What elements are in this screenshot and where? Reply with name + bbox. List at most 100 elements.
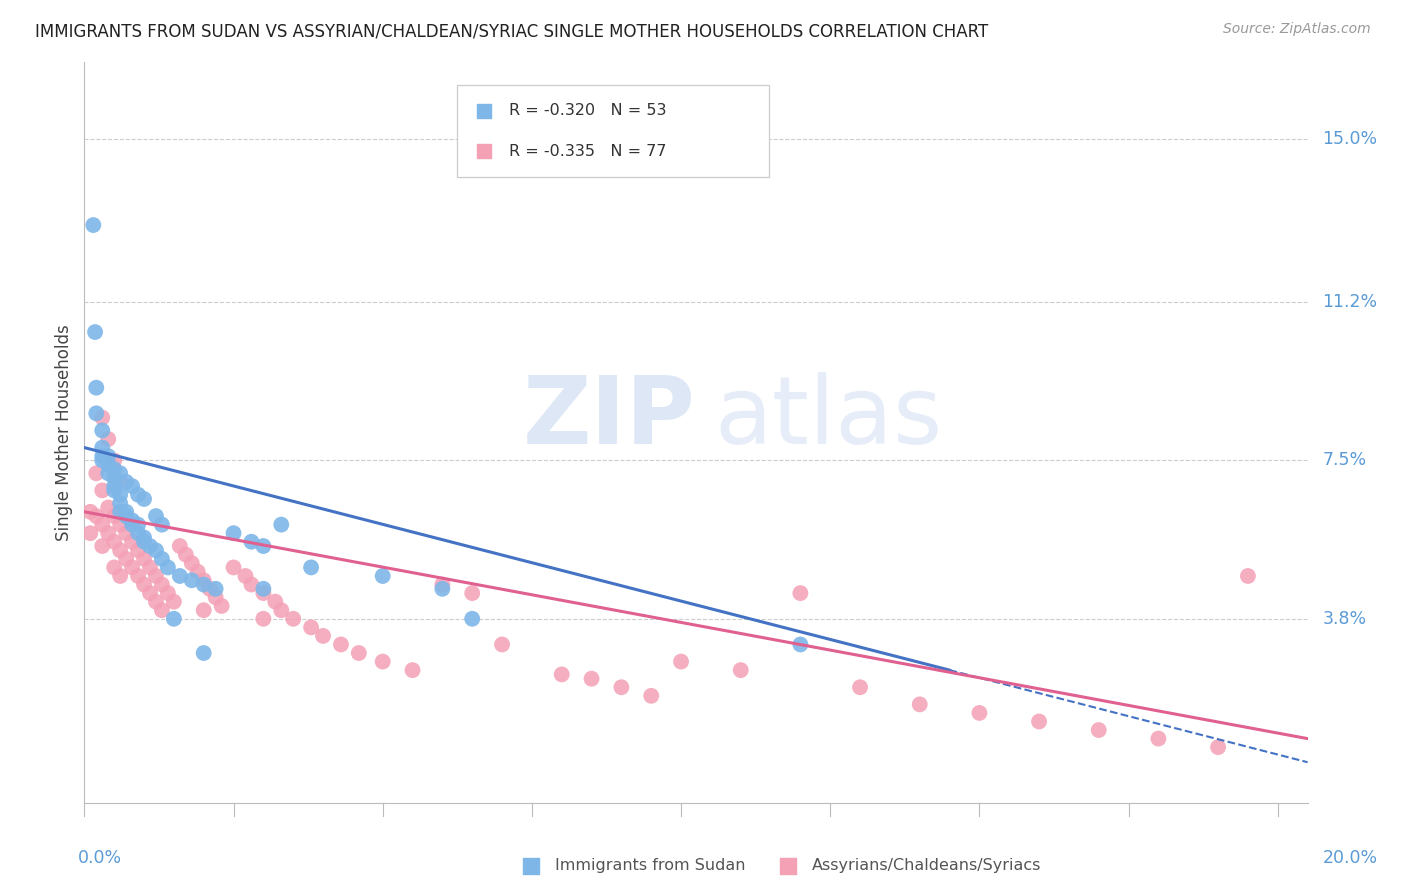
Point xyxy=(432,577,454,591)
Point xyxy=(97,467,120,481)
Text: 11.2%: 11.2% xyxy=(1322,293,1378,311)
Point xyxy=(103,483,125,498)
Point xyxy=(84,509,107,524)
Point xyxy=(139,560,162,574)
Point xyxy=(222,526,245,541)
Point xyxy=(139,539,162,553)
Point xyxy=(252,582,274,596)
Point xyxy=(1147,731,1170,746)
Point xyxy=(79,505,101,519)
Point xyxy=(193,646,215,660)
Text: IMMIGRANTS FROM SUDAN VS ASSYRIAN/CHALDEAN/SYRIAC SINGLE MOTHER HOUSEHOLDS CORRE: IMMIGRANTS FROM SUDAN VS ASSYRIAN/CHALDE… xyxy=(35,22,988,40)
Point xyxy=(1028,714,1050,729)
Point xyxy=(91,449,114,463)
Point xyxy=(270,603,292,617)
Point xyxy=(145,509,167,524)
Point xyxy=(91,539,114,553)
Point xyxy=(132,531,155,545)
Point xyxy=(371,655,394,669)
Point xyxy=(222,560,245,574)
Point xyxy=(491,637,513,651)
Point xyxy=(187,565,209,579)
Point xyxy=(91,453,114,467)
Point xyxy=(163,595,186,609)
Point xyxy=(132,552,155,566)
Point xyxy=(132,577,155,591)
Point xyxy=(669,655,692,669)
Point xyxy=(204,591,226,605)
Point xyxy=(115,526,138,541)
Point xyxy=(150,552,173,566)
Point xyxy=(240,577,263,591)
Text: atlas: atlas xyxy=(714,372,942,464)
Point xyxy=(139,586,162,600)
Text: 0.0%: 0.0% xyxy=(79,848,122,867)
Point xyxy=(97,432,120,446)
Point xyxy=(115,475,138,489)
Point xyxy=(432,582,454,596)
Point xyxy=(108,467,131,481)
Text: 7.5%: 7.5% xyxy=(1322,451,1367,469)
Point xyxy=(127,488,149,502)
Point xyxy=(103,470,125,484)
Point xyxy=(108,569,131,583)
Point xyxy=(150,517,173,532)
Text: ZIP: ZIP xyxy=(523,372,696,464)
Point xyxy=(180,574,202,588)
Point xyxy=(252,612,274,626)
Point xyxy=(283,612,305,626)
Y-axis label: Single Mother Households: Single Mother Households xyxy=(55,325,73,541)
Text: Immigrants from Sudan: Immigrants from Sudan xyxy=(555,858,745,873)
Point xyxy=(264,595,287,609)
Point xyxy=(97,449,120,463)
Point xyxy=(145,543,167,558)
Point xyxy=(103,479,125,493)
Point xyxy=(108,543,131,558)
Point xyxy=(91,410,114,425)
Point xyxy=(156,586,179,600)
Text: Assyrians/Chaldeans/Syriacs: Assyrians/Chaldeans/Syriacs xyxy=(813,858,1042,873)
Point xyxy=(198,582,221,596)
Point xyxy=(610,680,633,694)
Point xyxy=(108,517,131,532)
Point xyxy=(84,406,107,420)
Point xyxy=(169,569,191,583)
Point xyxy=(145,595,167,609)
Point xyxy=(127,517,149,532)
Point xyxy=(79,526,101,541)
Point xyxy=(108,496,131,510)
Point xyxy=(103,453,125,467)
Point xyxy=(211,599,233,613)
Point xyxy=(312,629,335,643)
Point xyxy=(97,500,120,515)
Point xyxy=(299,620,322,634)
Point xyxy=(103,509,125,524)
Point xyxy=(115,505,138,519)
Point xyxy=(730,663,752,677)
Point xyxy=(581,672,603,686)
Point xyxy=(97,526,120,541)
Point xyxy=(329,637,352,651)
Text: 3.8%: 3.8% xyxy=(1322,610,1367,628)
Point xyxy=(1237,569,1260,583)
Point xyxy=(193,577,215,591)
Point xyxy=(91,517,114,532)
Point xyxy=(145,569,167,583)
Point xyxy=(163,612,186,626)
Point xyxy=(97,458,120,472)
Point xyxy=(789,586,811,600)
Point xyxy=(108,475,131,489)
Point xyxy=(121,560,143,574)
Point xyxy=(121,517,143,532)
Point xyxy=(401,663,423,677)
Point xyxy=(789,637,811,651)
Point xyxy=(193,603,215,617)
Point xyxy=(115,552,138,566)
Point xyxy=(103,560,125,574)
Point xyxy=(127,569,149,583)
Text: R = -0.320   N = 53: R = -0.320 N = 53 xyxy=(509,103,666,118)
Point xyxy=(252,539,274,553)
Point xyxy=(127,526,149,541)
Point xyxy=(461,586,484,600)
Point xyxy=(82,218,104,232)
